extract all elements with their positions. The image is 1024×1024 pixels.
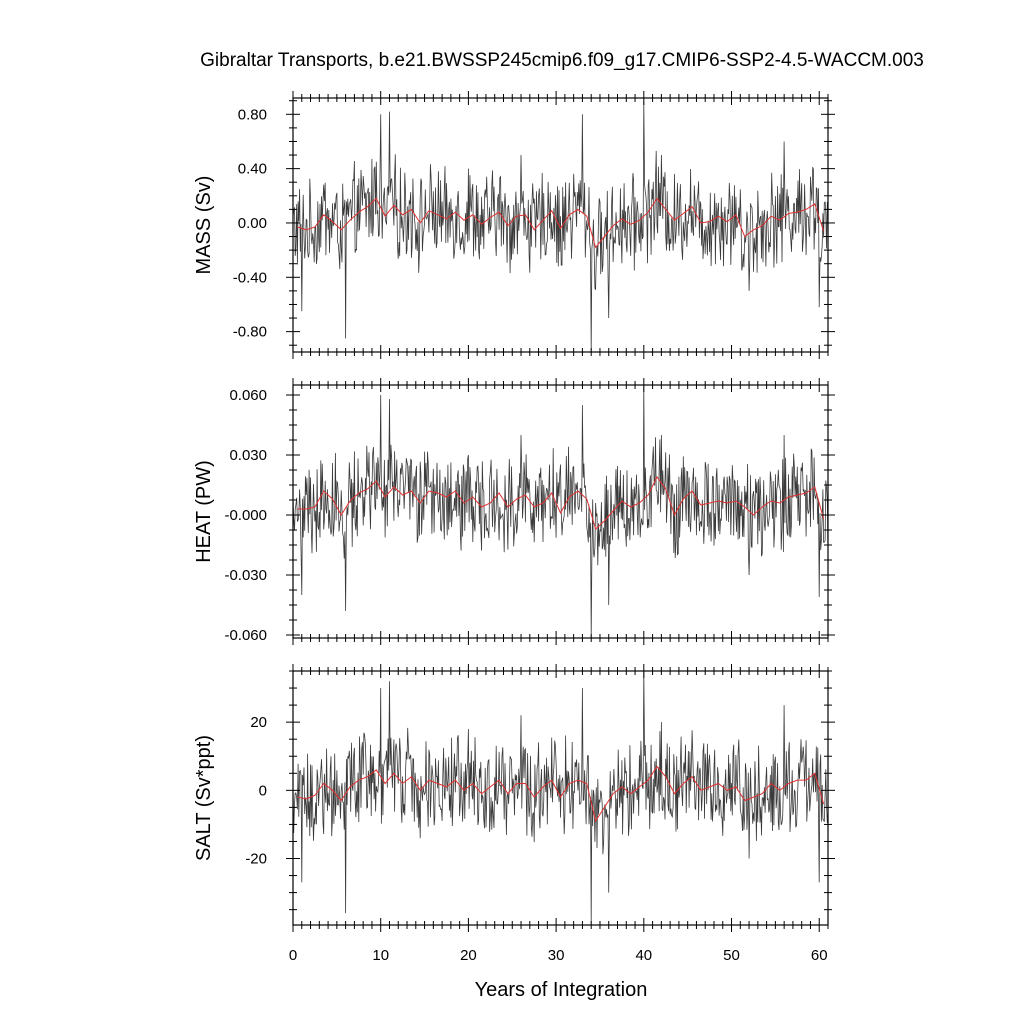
y-tick-label: -20 xyxy=(245,851,267,868)
plot-frame xyxy=(292,670,829,926)
x-axis-title: Years of Integration xyxy=(475,979,648,1001)
y-tick-label: 0 xyxy=(259,782,267,799)
x-tick-label: 30 xyxy=(548,947,565,964)
y-axis-title: SALT (Sv*ppt) xyxy=(193,735,215,861)
panels-group: 0.80 0.40 0.00 -0.40 -0.80 MASS (Sv) 0.060 0.03… xyxy=(193,91,835,964)
panel-salt: 20 0 -20 SALT (Sv*ppt) 0 10 20 30 40 50 60 xyxy=(193,664,835,964)
y-tick-label: -0.40 xyxy=(233,269,267,286)
monthly-series-line xyxy=(292,100,829,353)
x-tick-label: 60 xyxy=(811,947,828,964)
y-tick-label: 0.00 xyxy=(238,215,267,232)
y-tick-label: -0.80 xyxy=(233,324,267,341)
x-tick-label: 20 xyxy=(460,947,477,964)
figure-title: Gibraltar Transports, b.e21.BWSSP245cmip… xyxy=(200,50,924,71)
y-tick-label: 0.80 xyxy=(238,106,267,123)
y-tick-label: 20 xyxy=(250,714,267,731)
y-axis-title: MASS (Sv) xyxy=(193,176,215,275)
y-tick-label: -0.000 xyxy=(224,507,267,524)
panel-heat: 0.060 0.030 -0.000 -0.030 -0.060 HEAT (PW) xyxy=(193,378,835,645)
annual-mean-line xyxy=(297,476,825,530)
annual-mean-line xyxy=(297,197,825,249)
y-axis-title: HEAT (PW) xyxy=(193,460,215,563)
x-tick-label: 40 xyxy=(635,947,652,964)
y-tick-label: 0.40 xyxy=(238,161,267,178)
plot-frame xyxy=(292,97,829,353)
y-tick-label: -0.060 xyxy=(224,627,267,644)
monthly-series-line xyxy=(292,670,829,924)
plot-frame xyxy=(292,384,829,639)
y-tick-label: 0.030 xyxy=(229,447,267,464)
x-tick-label: 10 xyxy=(372,947,389,964)
y-tick-label: 0.060 xyxy=(229,387,267,404)
monthly-series-line xyxy=(292,384,829,639)
annual-mean-line xyxy=(297,765,825,823)
x-tick-label: 0 xyxy=(289,947,297,964)
x-tick-label: 50 xyxy=(723,947,740,964)
y-tick-label: -0.030 xyxy=(224,567,267,584)
panel-mass: 0.80 0.40 0.00 -0.40 -0.80 MASS (Sv) xyxy=(193,91,835,359)
